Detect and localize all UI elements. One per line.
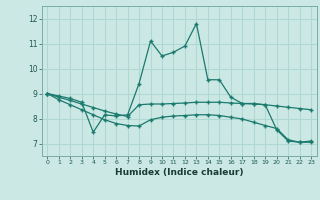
X-axis label: Humidex (Indice chaleur): Humidex (Indice chaleur) bbox=[115, 168, 244, 177]
